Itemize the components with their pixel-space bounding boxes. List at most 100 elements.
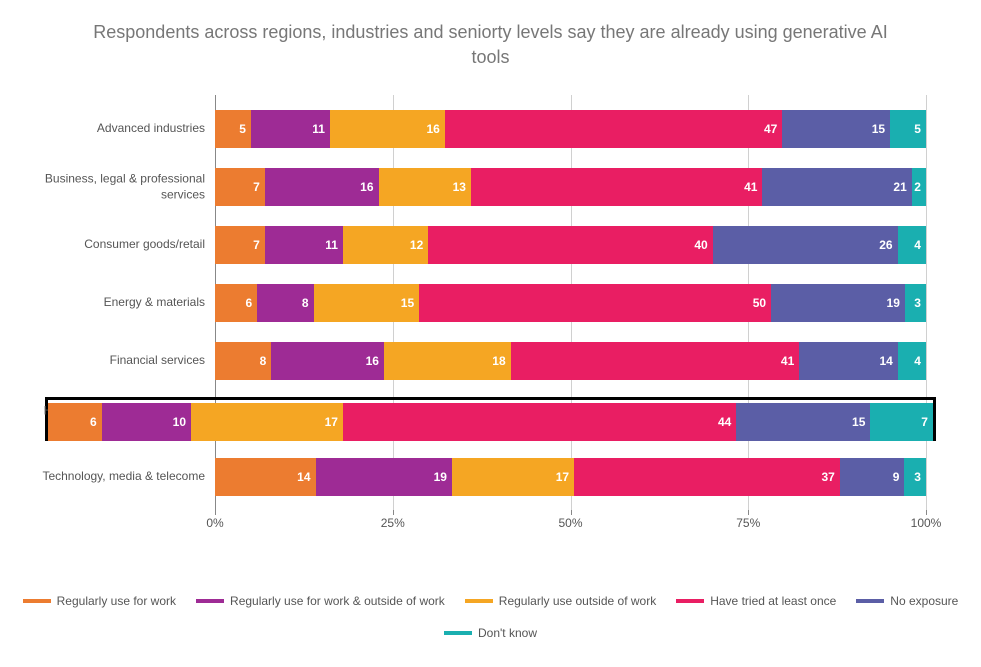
bar-segment: 15 (782, 110, 890, 148)
x-tick (748, 510, 749, 515)
bar-segment: 3 (905, 284, 926, 322)
legend-item: Regularly use for work & outside of work (196, 589, 445, 613)
plot-area: Advanced industries5111647155Business, l… (215, 95, 926, 535)
bar-segment: 2 (912, 168, 926, 206)
legend-swatch (196, 599, 224, 603)
legend-swatch (23, 599, 51, 603)
legend-label: Regularly use for work & outside of work (230, 589, 445, 613)
bar-value-label: 19 (434, 470, 447, 484)
bar-segment: 8 (257, 284, 313, 322)
bar-value-label: 16 (366, 354, 379, 368)
bar-segment: 4 (898, 342, 926, 380)
bar-value-label: 41 (744, 180, 757, 194)
bar-segment: 11 (251, 110, 330, 148)
bar-value-label: 5 (914, 122, 921, 136)
bar-row: Financial services8161841144 (215, 342, 926, 380)
bar-segment: 41 (471, 168, 763, 206)
bar-segment: 18 (384, 342, 511, 380)
bar-segment: 8 (215, 342, 271, 380)
legend-swatch (465, 599, 493, 603)
bar-value-label: 15 (401, 296, 414, 310)
bar-value-label: 6 (246, 296, 253, 310)
bar-segment: 26 (713, 226, 898, 264)
bar-segment: 5 (890, 110, 926, 148)
x-tick (926, 510, 927, 515)
bar-segment: 3 (904, 458, 926, 496)
bar-value-label: 7 (253, 238, 260, 252)
bar-segment: 16 (271, 342, 384, 380)
bar-value-label: 11 (325, 238, 338, 252)
bar-value-label: 5 (239, 122, 246, 136)
bar-value-label: 37 (821, 470, 834, 484)
legend-item: Have tried at least once (676, 589, 836, 613)
bar-value-label: 19 (887, 296, 900, 310)
bar-segment: 15 (314, 284, 420, 322)
bar-segment: 7 (215, 168, 265, 206)
legend-label: Have tried at least once (710, 589, 836, 613)
bar-segment: 37 (574, 458, 840, 496)
bar-segment: 16 (330, 110, 445, 148)
bar-value-label: 18 (492, 354, 505, 368)
bar-value-label: 3 (914, 296, 921, 310)
x-tick-label: 0% (206, 516, 223, 530)
legend-label: No exposure (890, 589, 958, 613)
category-label: Energy & materials (35, 296, 205, 312)
legend-label: Regularly use outside of work (499, 589, 656, 613)
bar-value-label: 14 (297, 470, 310, 484)
bar-segment: 44 (343, 403, 736, 441)
bar-segment: 6 (215, 284, 257, 322)
x-tick-label: 25% (381, 516, 405, 530)
bar-value-label: 15 (872, 122, 885, 136)
bar-segment: 4 (898, 226, 926, 264)
bar-segment: 14 (215, 458, 316, 496)
bar-value-label: 12 (410, 238, 423, 252)
bar-value-label: 17 (556, 470, 569, 484)
bar-segment: 40 (428, 226, 712, 264)
legend-item: No exposure (856, 589, 958, 613)
bars-area: Advanced industries5111647155Business, l… (215, 95, 926, 510)
bar-segment: 17 (452, 458, 574, 496)
bar-row: Healthcare, pharma & medical products610… (45, 397, 936, 441)
bar-value-label: 11 (312, 122, 325, 136)
bar-value-label: 8 (302, 296, 309, 310)
bar-segment: 6 (48, 403, 102, 441)
bar-value-label: 13 (453, 180, 466, 194)
x-axis: 0%25%50%75%100% (215, 510, 926, 535)
bar-row: Technology, media & telecome1419173793 (215, 458, 926, 496)
bar-segment: 13 (379, 168, 471, 206)
bar-segment: 41 (511, 342, 800, 380)
bar-value-label: 15 (852, 415, 865, 429)
bar-segment: 16 (265, 168, 379, 206)
bar-value-label: 7 (921, 415, 928, 429)
bar-value-label: 16 (360, 180, 373, 194)
category-label: Business, legal & professional services (35, 172, 205, 203)
bar-segment: 19 (771, 284, 905, 322)
bar-value-label: 4 (914, 238, 921, 252)
legend-swatch (856, 599, 884, 603)
bar-value-label: 17 (325, 415, 338, 429)
legend-item: Regularly use for work (23, 589, 176, 613)
bar-segment: 19 (316, 458, 452, 496)
bar-value-label: 50 (753, 296, 766, 310)
bar-segment: 14 (799, 342, 898, 380)
bar-value-label: 40 (694, 238, 707, 252)
bar-value-label: 7 (253, 180, 260, 194)
x-tick (215, 510, 216, 515)
bar-segment: 7 (870, 403, 933, 441)
bar-value-label: 41 (781, 354, 794, 368)
bar-value-label: 26 (879, 238, 892, 252)
legend-item: Regularly use outside of work (465, 589, 656, 613)
bar-segment: 9 (840, 458, 905, 496)
bar-value-label: 4 (914, 354, 921, 368)
bar-segment: 21 (762, 168, 911, 206)
bar-segment: 47 (445, 110, 783, 148)
category-label: Technology, media & telecome (35, 470, 205, 486)
bar-segment: 17 (191, 403, 343, 441)
bar-segment: 15 (736, 403, 870, 441)
x-tick-label: 100% (911, 516, 942, 530)
bar-row: Consumer goods/retail7111240264 (215, 226, 926, 264)
chart-title: Respondents across regions, industries a… (30, 20, 951, 70)
bar-value-label: 21 (893, 180, 906, 194)
gridline (926, 95, 927, 510)
legend-label: Regularly use for work (57, 589, 176, 613)
